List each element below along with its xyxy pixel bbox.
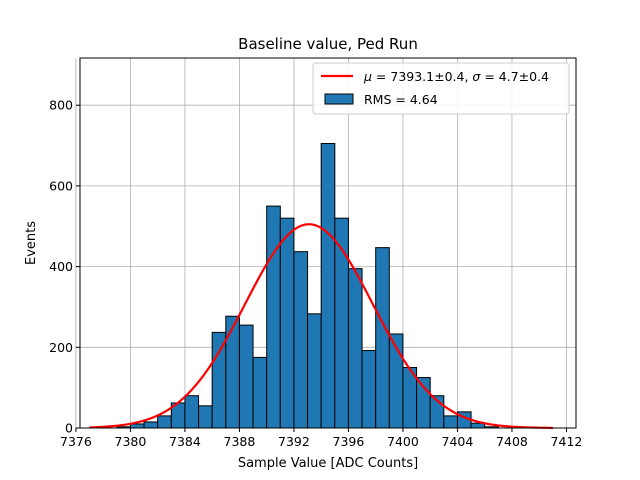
histogram-bar — [320, 143, 336, 429]
histogram-bar — [238, 324, 254, 429]
histogram-bar — [266, 205, 281, 429]
legend-mu-value: = 7393.1±0.4, — [372, 69, 472, 84]
x-tick-label: 7396 — [333, 434, 365, 449]
histogram-bar — [129, 423, 145, 429]
y-tick-label: 200 — [49, 340, 73, 355]
x-tick-label: 7392 — [278, 434, 310, 449]
axis-ticks: 7376 7380 7384 7388 7392 7396 7400 7404 7408 7412… — [49, 98, 582, 449]
histogram-bar — [143, 421, 159, 429]
legend-fit-label: μ = 7393.1±0.4, σ = 4.7±0.4 — [363, 69, 549, 84]
x-tick-label: 7388 — [224, 434, 256, 449]
y-axis-label: Events — [24, 221, 39, 265]
histogram-bar — [211, 331, 227, 429]
histogram-bar — [225, 315, 240, 429]
legend-mu-symbol: μ — [363, 69, 372, 84]
chart-title: Baseline value, Ped Run — [238, 35, 418, 53]
histogram-bar — [184, 395, 200, 429]
histogram-bar — [375, 247, 390, 429]
legend-box — [312, 62, 570, 115]
x-tick-label: 7400 — [387, 434, 419, 449]
legend-sigma-value: = 4.7±0.4 — [480, 69, 549, 84]
legend-sigma-symbol: σ — [472, 69, 481, 84]
histogram-bar — [293, 251, 309, 429]
histogram-bar — [443, 415, 458, 429]
x-tick-label: 7412 — [551, 434, 583, 449]
legend-histogram-swatch — [324, 93, 354, 105]
histogram-bar — [252, 356, 268, 429]
x-tick-label: 7376 — [60, 434, 92, 449]
x-axis-label: Sample Value [ADC Counts] — [238, 456, 418, 471]
x-tick-label: 7408 — [496, 434, 528, 449]
histogram-bar — [198, 405, 213, 429]
y-tick-label: 800 — [49, 98, 73, 113]
plot-frame — [79, 57, 577, 429]
y-tick-label: 400 — [49, 259, 73, 274]
legend: μ = 7393.1±0.4, σ = 4.7±0.4 RMS = 4.64 — [312, 62, 570, 115]
histogram-bar — [361, 350, 377, 429]
histogram-bar — [279, 217, 295, 429]
x-tick-label: 7380 — [115, 434, 147, 449]
histogram-bar — [307, 313, 322, 429]
x-tick-label: 7404 — [442, 434, 474, 449]
histogram-bar — [157, 415, 172, 429]
x-tick-label: 7384 — [169, 434, 201, 449]
histogram-bars — [116, 143, 499, 429]
gaussian-fit-curve — [89, 223, 553, 429]
legend-histogram-label: RMS = 4.64 — [364, 92, 438, 107]
y-tick-label: 0 — [65, 421, 73, 436]
y-tick-label: 600 — [49, 178, 73, 193]
histogram-bar — [347, 268, 363, 429]
